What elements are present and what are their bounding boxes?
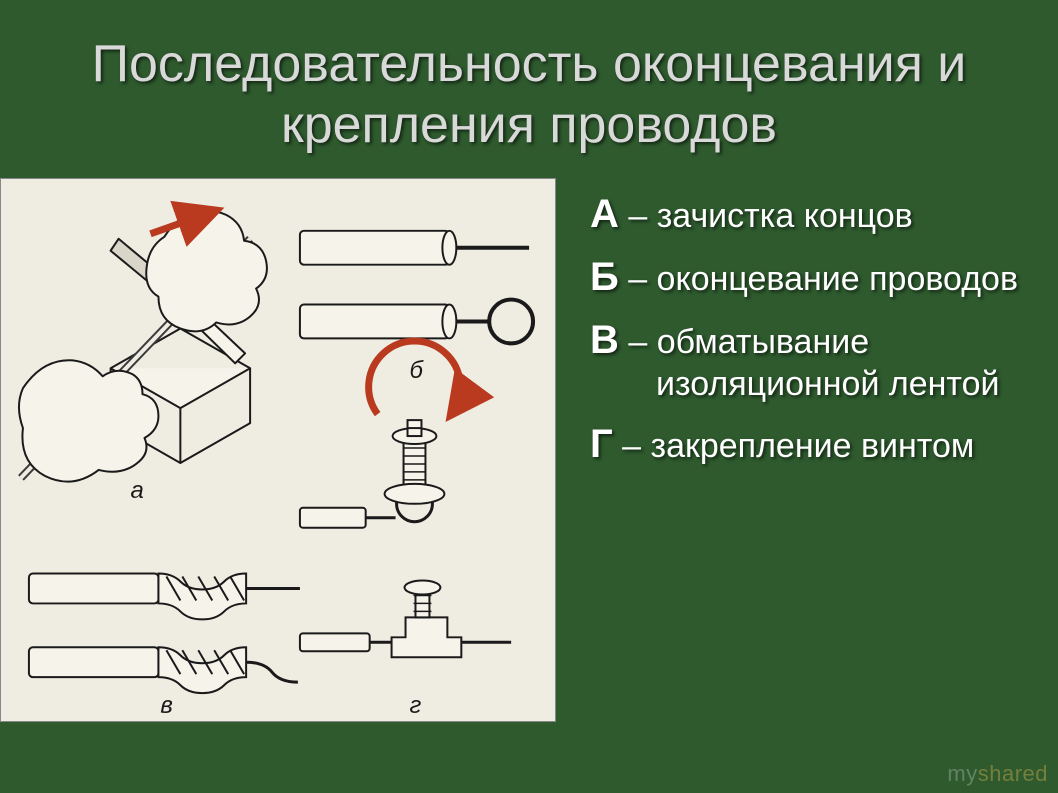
panel-label-b: б [410, 357, 425, 384]
watermark: myshared [947, 761, 1048, 787]
panel-g [300, 341, 511, 657]
legend-text: – обматывание изоляционной лентой [619, 323, 1000, 404]
legend-item-a: А – зачистка концов [590, 190, 1028, 239]
legend-letter: В [590, 318, 619, 362]
legend-text: – оконцевание проводов [619, 260, 1018, 298]
legend-letter: Б [590, 255, 619, 299]
slide-title: Последовательность оконцевания и креплен… [0, 34, 1058, 157]
legend-letter: Г [590, 422, 613, 466]
legend-item-g: Г – закрепление винтом [590, 420, 1028, 469]
panel-label-g: г [410, 692, 422, 719]
legend-letter: А [590, 192, 619, 236]
panel-a [19, 211, 267, 482]
legend-text: – зачистка концов [619, 197, 913, 235]
panel-label-a: а [131, 477, 144, 504]
panel-v [29, 574, 300, 694]
watermark-part1: my [947, 761, 977, 786]
panel-b [300, 231, 533, 344]
figure-svg: а б [1, 179, 555, 721]
legend-item-v: В – обматывание изоляционной лентой [590, 316, 1028, 406]
instruction-figure: а б [0, 178, 556, 722]
legend-list: А – зачистка концов Б – оконцевание пров… [590, 190, 1028, 483]
panel-label-v: в [160, 692, 172, 719]
legend-item-b: Б – оконцевание проводов [590, 253, 1028, 302]
watermark-part2: shared [978, 761, 1048, 786]
legend-text: – закрепление винтом [613, 427, 975, 465]
